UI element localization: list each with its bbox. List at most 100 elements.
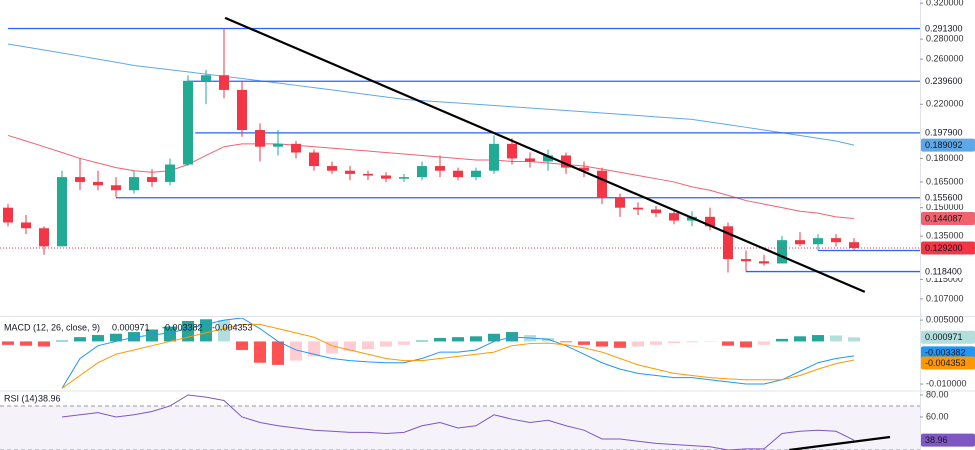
macd-histogram-bar bbox=[56, 340, 68, 342]
macd-histogram-bar bbox=[362, 341, 374, 350]
macd-histogram-bar bbox=[254, 341, 266, 363]
candle-body bbox=[57, 177, 67, 247]
candle-body bbox=[3, 207, 13, 223]
macd-histogram-bar bbox=[722, 341, 734, 346]
macd-histogram-bar bbox=[38, 341, 50, 347]
candle-body bbox=[129, 177, 139, 191]
candle-body bbox=[759, 261, 769, 264]
macd-value-label: -0.003382 bbox=[925, 348, 966, 358]
macd-histogram-bar bbox=[830, 335, 842, 342]
moving-average bbox=[7, 134, 855, 220]
macd-histogram-bar bbox=[668, 341, 680, 344]
candle-body bbox=[147, 177, 157, 182]
candle-body bbox=[813, 238, 823, 245]
candle-body bbox=[849, 242, 859, 248]
macd-histogram-bar bbox=[272, 341, 284, 365]
y-tick-label: 0.280000 bbox=[926, 34, 964, 44]
candle-body bbox=[39, 228, 49, 247]
candle-body bbox=[741, 259, 751, 262]
y-tick-label: 0.115000 bbox=[926, 274, 963, 284]
macd-value-label-box bbox=[921, 346, 975, 360]
ma-label: 0.189092 bbox=[925, 140, 963, 150]
macd-header-value: -0.003382 bbox=[162, 322, 203, 332]
macd-pane bbox=[2, 318, 860, 389]
macd-line bbox=[61, 318, 855, 389]
y-tick-label: 0.135000 bbox=[926, 230, 964, 240]
macd-histogram-bar bbox=[632, 341, 644, 347]
macd-histogram-bar bbox=[740, 341, 752, 348]
macd-histogram-bar bbox=[686, 341, 698, 343]
candle-body bbox=[507, 143, 517, 159]
candle-body bbox=[327, 166, 337, 171]
macd-value-label-box bbox=[921, 330, 975, 344]
macd-histogram-bar bbox=[326, 341, 338, 354]
y-tick-label: 0.260000 bbox=[926, 54, 964, 64]
level-label: 0.239600 bbox=[925, 76, 963, 86]
rsi-line bbox=[61, 394, 855, 450]
level-label-box bbox=[921, 265, 975, 279]
macd-histogram-bar bbox=[578, 341, 590, 345]
macd-histogram-bar bbox=[758, 341, 770, 345]
candle-body bbox=[309, 152, 319, 167]
macd-histogram-bar bbox=[434, 338, 446, 342]
candle-body bbox=[543, 155, 553, 162]
moving-average bbox=[7, 43, 855, 146]
macd-histogram-bar bbox=[110, 333, 122, 342]
macd-histogram-bar bbox=[290, 341, 302, 361]
y-tick-label: 60.00 bbox=[926, 411, 949, 421]
ma-label-box bbox=[921, 138, 975, 152]
level-label: 0.118400 bbox=[925, 266, 962, 276]
macd-histogram-bar bbox=[398, 341, 410, 345]
macd-value-label: 0.000971 bbox=[925, 332, 963, 342]
last-price-label: 0.129200 bbox=[925, 243, 963, 253]
macd-value-label-box bbox=[921, 356, 975, 370]
macd-histogram-bar bbox=[20, 341, 32, 346]
candle-body bbox=[111, 185, 121, 191]
candle-body bbox=[597, 170, 607, 198]
candle-body bbox=[255, 130, 265, 147]
candle-body bbox=[795, 240, 805, 245]
candle-body bbox=[633, 207, 643, 210]
candle-body bbox=[399, 177, 409, 179]
candle-body bbox=[471, 170, 481, 178]
candle-body bbox=[219, 75, 229, 90]
rsi-title: RSI (14) bbox=[4, 393, 38, 403]
macd-histogram-bar bbox=[650, 341, 662, 345]
candle-body bbox=[381, 175, 391, 179]
macd-histogram-bar bbox=[848, 337, 860, 342]
y-tick-label: 0.107000 bbox=[926, 293, 964, 303]
candle-body bbox=[435, 166, 445, 171]
last-price-label-box bbox=[921, 241, 975, 255]
candle-body bbox=[273, 143, 283, 147]
y-tick-label: 0.005000 bbox=[926, 315, 964, 325]
ma-label-box bbox=[921, 212, 975, 226]
candle-body bbox=[345, 170, 355, 174]
macd-histogram-bar bbox=[416, 340, 428, 342]
level-label-box bbox=[921, 126, 975, 140]
macd-histogram-bar bbox=[452, 337, 464, 342]
macd-histogram-bar bbox=[92, 335, 104, 342]
candle-body bbox=[669, 213, 679, 221]
rsi-value-label-box bbox=[921, 433, 975, 447]
macd-histogram-bar bbox=[470, 336, 482, 342]
level-label-box bbox=[921, 74, 975, 88]
macd-header-value: -0.004353 bbox=[212, 322, 253, 332]
candle-body bbox=[489, 143, 499, 171]
candle-body bbox=[561, 155, 571, 168]
y-tick-label: 0.165000 bbox=[926, 176, 964, 186]
macd-histogram-bar bbox=[74, 337, 86, 342]
macd-histogram-bar bbox=[776, 338, 788, 342]
candle-body bbox=[165, 164, 175, 182]
macd-title: MACD (12, 26, close, 9) bbox=[4, 322, 100, 332]
macd-histogram-bar bbox=[164, 326, 176, 342]
rsi-header-value: 38.96 bbox=[38, 393, 61, 403]
candle-body bbox=[201, 75, 211, 81]
macd-histogram-bar bbox=[488, 333, 500, 342]
level-label-box bbox=[921, 21, 975, 35]
macd-histogram-bar bbox=[218, 320, 230, 342]
level-label: 0.155600 bbox=[925, 193, 963, 203]
candle-body bbox=[525, 158, 535, 162]
macd-histogram-bar bbox=[596, 341, 608, 347]
candle-body bbox=[615, 197, 625, 208]
y-tick-label: 0.220000 bbox=[926, 99, 964, 109]
